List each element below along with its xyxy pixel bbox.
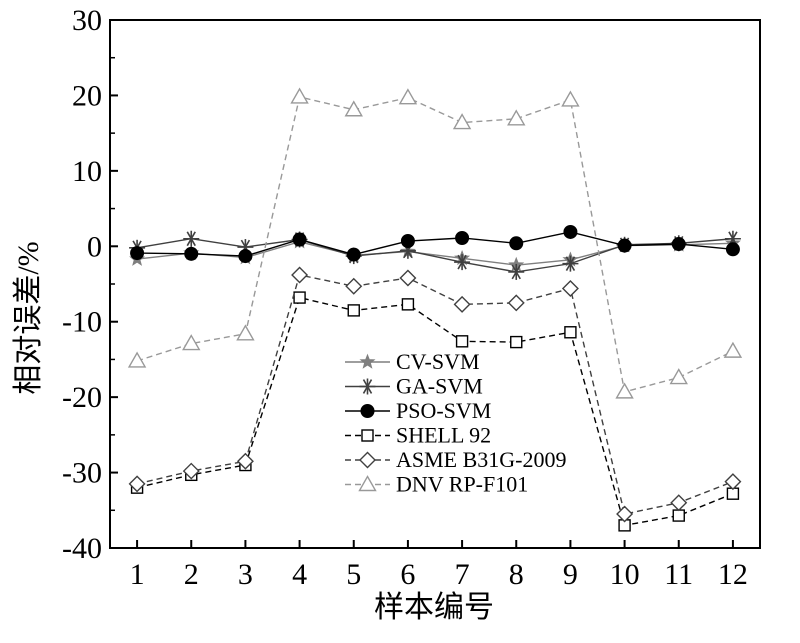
data-point xyxy=(401,298,415,311)
data-point xyxy=(507,109,526,126)
data-point xyxy=(236,452,254,470)
data-point xyxy=(508,263,525,280)
data-point xyxy=(182,334,201,351)
legend-label: DNV RP-F101 xyxy=(396,472,528,497)
legend-label: SHELL 92 xyxy=(396,423,491,448)
data-point xyxy=(455,230,470,245)
x-tick-label: 1 xyxy=(130,558,145,591)
data-point xyxy=(669,368,688,385)
data-point xyxy=(563,224,578,239)
data-point xyxy=(561,280,579,298)
legend-item-asme-b31g-2009: ASME B31G-2009 xyxy=(345,447,567,472)
y-tick-label: -10 xyxy=(62,306,102,339)
data-point xyxy=(347,304,360,317)
data-point xyxy=(454,254,471,271)
data-point xyxy=(453,295,471,313)
data-point xyxy=(346,247,361,262)
data-point xyxy=(723,341,743,358)
legend-label: CV-SVM xyxy=(396,349,480,374)
data-point xyxy=(452,113,472,130)
data-point xyxy=(238,249,253,264)
x-tick-label: 9 xyxy=(563,558,578,591)
legend-item-ga-svm: GA-SVM xyxy=(345,374,483,399)
legend-marker xyxy=(359,353,376,369)
data-point xyxy=(617,238,632,253)
data-point xyxy=(236,324,255,341)
series-line xyxy=(136,274,734,515)
data-point xyxy=(564,326,577,339)
y-axis-title: 相对误差/% xyxy=(12,241,45,394)
x-tick-label: 6 xyxy=(400,558,415,591)
x-tick-label: 5 xyxy=(346,558,361,591)
legend-label: PSO-SVM xyxy=(396,398,491,423)
y-tick-label: 10 xyxy=(72,155,102,188)
x-tick-label: 10 xyxy=(610,558,640,591)
x-tick-label: 7 xyxy=(455,558,470,591)
data-point xyxy=(182,462,200,480)
series-line xyxy=(137,231,733,257)
data-point xyxy=(507,294,525,312)
legend-marker xyxy=(361,429,374,442)
y-tick-label: 20 xyxy=(72,79,102,112)
legend-marker xyxy=(359,451,376,469)
legend-item-dnv-rp-f101: DNV RP-F101 xyxy=(345,472,528,497)
legend-item-pso-svm: PSO-SVM xyxy=(345,398,491,423)
data-point xyxy=(183,230,200,247)
y-tick-label: 30 xyxy=(72,4,102,37)
legend-item-shell-92: SHELL 92 xyxy=(345,423,491,448)
x-tick-label: 8 xyxy=(509,558,524,591)
data-point xyxy=(293,291,306,304)
series-line xyxy=(136,296,734,527)
data-point xyxy=(399,269,417,287)
series-line xyxy=(136,96,734,393)
data-point xyxy=(616,505,634,523)
data-point xyxy=(128,475,146,493)
legend-item-cv-svm: CV-SVM xyxy=(345,349,480,374)
data-point xyxy=(562,255,579,272)
data-point xyxy=(671,237,686,252)
x-tick-label: 12 xyxy=(718,558,748,591)
data-point xyxy=(345,277,363,295)
y-tick-label: 0 xyxy=(87,230,102,263)
data-point xyxy=(615,382,634,399)
legend-marker xyxy=(358,475,377,492)
x-axis-title: 样本编号 xyxy=(374,591,494,624)
data-point xyxy=(127,351,147,368)
data-point xyxy=(400,234,415,249)
series-line xyxy=(136,238,733,273)
data-point xyxy=(670,494,688,512)
data-point xyxy=(130,246,145,261)
data-point xyxy=(455,335,469,348)
series-dnv-rp-f101 xyxy=(127,87,743,399)
x-tick-label: 4 xyxy=(292,558,307,591)
data-point xyxy=(672,509,685,522)
data-point xyxy=(292,232,307,247)
legend-label: ASME B31G-2009 xyxy=(396,447,567,472)
data-point xyxy=(290,87,309,104)
legend-marker xyxy=(359,378,376,395)
legend-marker xyxy=(360,404,375,418)
data-point xyxy=(724,473,742,491)
data-point xyxy=(291,266,309,284)
data-point xyxy=(398,88,418,105)
x-tick-label: 2 xyxy=(184,558,199,591)
data-point xyxy=(510,335,523,349)
y-tick-label: -30 xyxy=(62,457,102,490)
legend-label: GA-SVM xyxy=(396,374,483,399)
y-tick-label: -20 xyxy=(62,381,102,414)
series-asme-b31g-2009 xyxy=(128,266,742,523)
series-pso-svm xyxy=(130,224,740,264)
data-point xyxy=(509,236,524,251)
data-point xyxy=(184,246,199,261)
data-point xyxy=(725,242,740,257)
data-point xyxy=(344,100,363,117)
x-tick-label: 3 xyxy=(238,558,253,591)
series-layer xyxy=(127,87,743,532)
x-tick-label: 11 xyxy=(664,558,693,591)
data-point xyxy=(561,90,580,107)
y-tick-label: -40 xyxy=(62,532,102,565)
